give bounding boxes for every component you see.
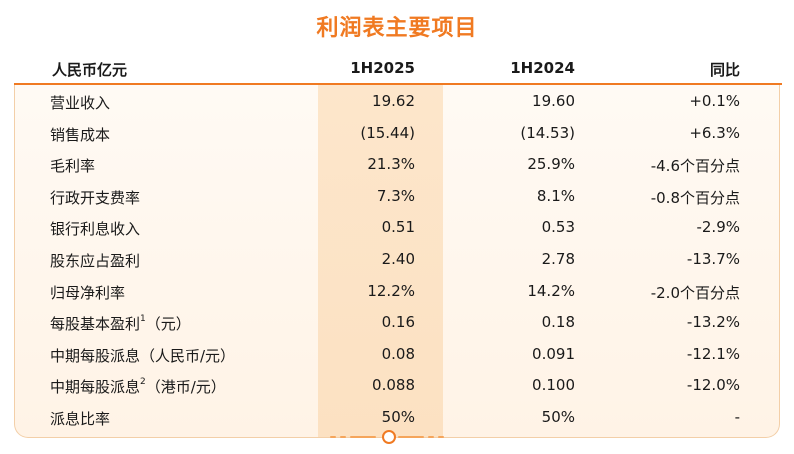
decor-dash (350, 436, 376, 438)
cell-1h2024: 0.091 (532, 344, 575, 363)
cell-1h2024: 19.60 (532, 92, 575, 110)
decor-dash (340, 436, 346, 438)
cell-yoy: -13.7% (686, 249, 740, 268)
row-label: 银行利息收入 (50, 220, 141, 239)
cell-1h2025: 21.3% (367, 155, 415, 174)
cell-yoy: -2.9% (696, 218, 740, 237)
row-label: 每股基本盈利1（元） (50, 314, 191, 334)
table-header: 人民币亿元 1H2025 1H2024 同比 (20, 55, 780, 83)
table-row: 行政开支费率 7.3% 8.1% -0.8个百分点 (20, 181, 780, 213)
table-row: 中期每股派息2（港币/元） 0.088 0.100 -12.0% (20, 370, 780, 402)
row-label: 中期每股派息2（港币/元） (50, 377, 226, 397)
row-label: 归母净利率 (50, 283, 126, 302)
decor-dash (428, 436, 434, 438)
row-label: 营业收入 (50, 94, 111, 112)
decorative-divider (330, 430, 450, 444)
decor-dash (438, 436, 444, 438)
table-row: 销售成本 (15.44) (14.53) +6.3% (20, 118, 780, 150)
cell-1h2025: 50% (381, 407, 415, 426)
cell-1h2025: 7.3% (376, 186, 415, 205)
cell-yoy: - (734, 407, 740, 426)
table-row: 股东应占盈利 2.40 2.78 -13.7% (20, 244, 780, 276)
cell-yoy: +0.1% (689, 92, 740, 110)
cell-yoy: -2.0个百分点 (650, 283, 740, 302)
table-row: 每股基本盈利1（元） 0.16 0.18 -13.2% (20, 307, 780, 339)
row-label: 股东应占盈利 (50, 251, 141, 270)
cell-1h2025: (15.44) (360, 123, 415, 142)
row-label: 行政开支费率 (50, 188, 141, 207)
cell-1h2025: 0.08 (381, 344, 415, 363)
header-unit: 人民币亿元 (52, 61, 128, 79)
cell-yoy: +6.3% (689, 123, 740, 142)
cell-yoy: -12.1% (686, 344, 740, 363)
column-highlight-1h2025 (318, 85, 443, 437)
cell-yoy: -4.6个百分点 (650, 157, 740, 176)
cell-1h2024: 0.100 (532, 376, 575, 395)
row-label: 中期每股派息（人民币/元） (50, 346, 236, 365)
cell-1h2024: (14.53) (520, 123, 575, 142)
cell-1h2025: 12.2% (367, 281, 415, 300)
decor-circle-icon (382, 430, 396, 444)
cell-1h2024: 8.1% (536, 186, 575, 205)
cell-1h2024: 25.9% (527, 155, 575, 174)
cell-1h2025: 0.51 (381, 218, 415, 237)
decor-dash (330, 436, 336, 438)
cell-1h2025: 2.40 (381, 249, 415, 268)
cell-1h2024: 0.18 (541, 313, 575, 332)
table-row: 毛利率 21.3% 25.9% -4.6个百分点 (20, 149, 780, 181)
cell-1h2024: 0.53 (541, 218, 575, 237)
header-yoy: 同比 (709, 61, 740, 79)
header-1h2024: 1H2024 (510, 59, 575, 77)
cell-1h2024: 14.2% (527, 281, 575, 300)
row-label: 毛利率 (50, 157, 96, 176)
cell-1h2025: 0.16 (381, 313, 415, 332)
cell-1h2025: 0.088 (372, 376, 415, 395)
table-row: 中期每股派息（人民币/元） 0.08 0.091 -12.1% (20, 339, 780, 371)
page-title: 利润表主要项目 (316, 16, 478, 41)
cell-yoy: -0.8个百分点 (650, 188, 740, 207)
table-row: 归母净利率 12.2% 14.2% -2.0个百分点 (20, 276, 780, 308)
cell-1h2024: 2.78 (541, 249, 575, 268)
table-row: 银行利息收入 0.51 0.53 -2.9% (20, 212, 780, 244)
footnote-marker: 1 (140, 314, 146, 325)
table-row: 营业收入 19.62 19.60 +0.1% (20, 86, 780, 118)
row-label: 销售成本 (50, 125, 111, 144)
cell-yoy: -12.0% (686, 376, 740, 395)
row-label: 派息比率 (50, 409, 111, 428)
footnote-marker: 2 (140, 377, 146, 388)
decor-dash (398, 436, 424, 438)
cell-1h2025: 19.62 (372, 92, 415, 110)
cell-1h2024: 50% (541, 407, 575, 426)
header-1h2025: 1H2025 (350, 59, 415, 77)
table-row: 派息比率 50% 50% - (20, 402, 780, 434)
table-body: 营业收入 19.62 19.60 +0.1% 销售成本 (15.44) (14.… (20, 86, 780, 434)
cell-yoy: -13.2% (686, 313, 740, 332)
header-divider (14, 83, 782, 85)
